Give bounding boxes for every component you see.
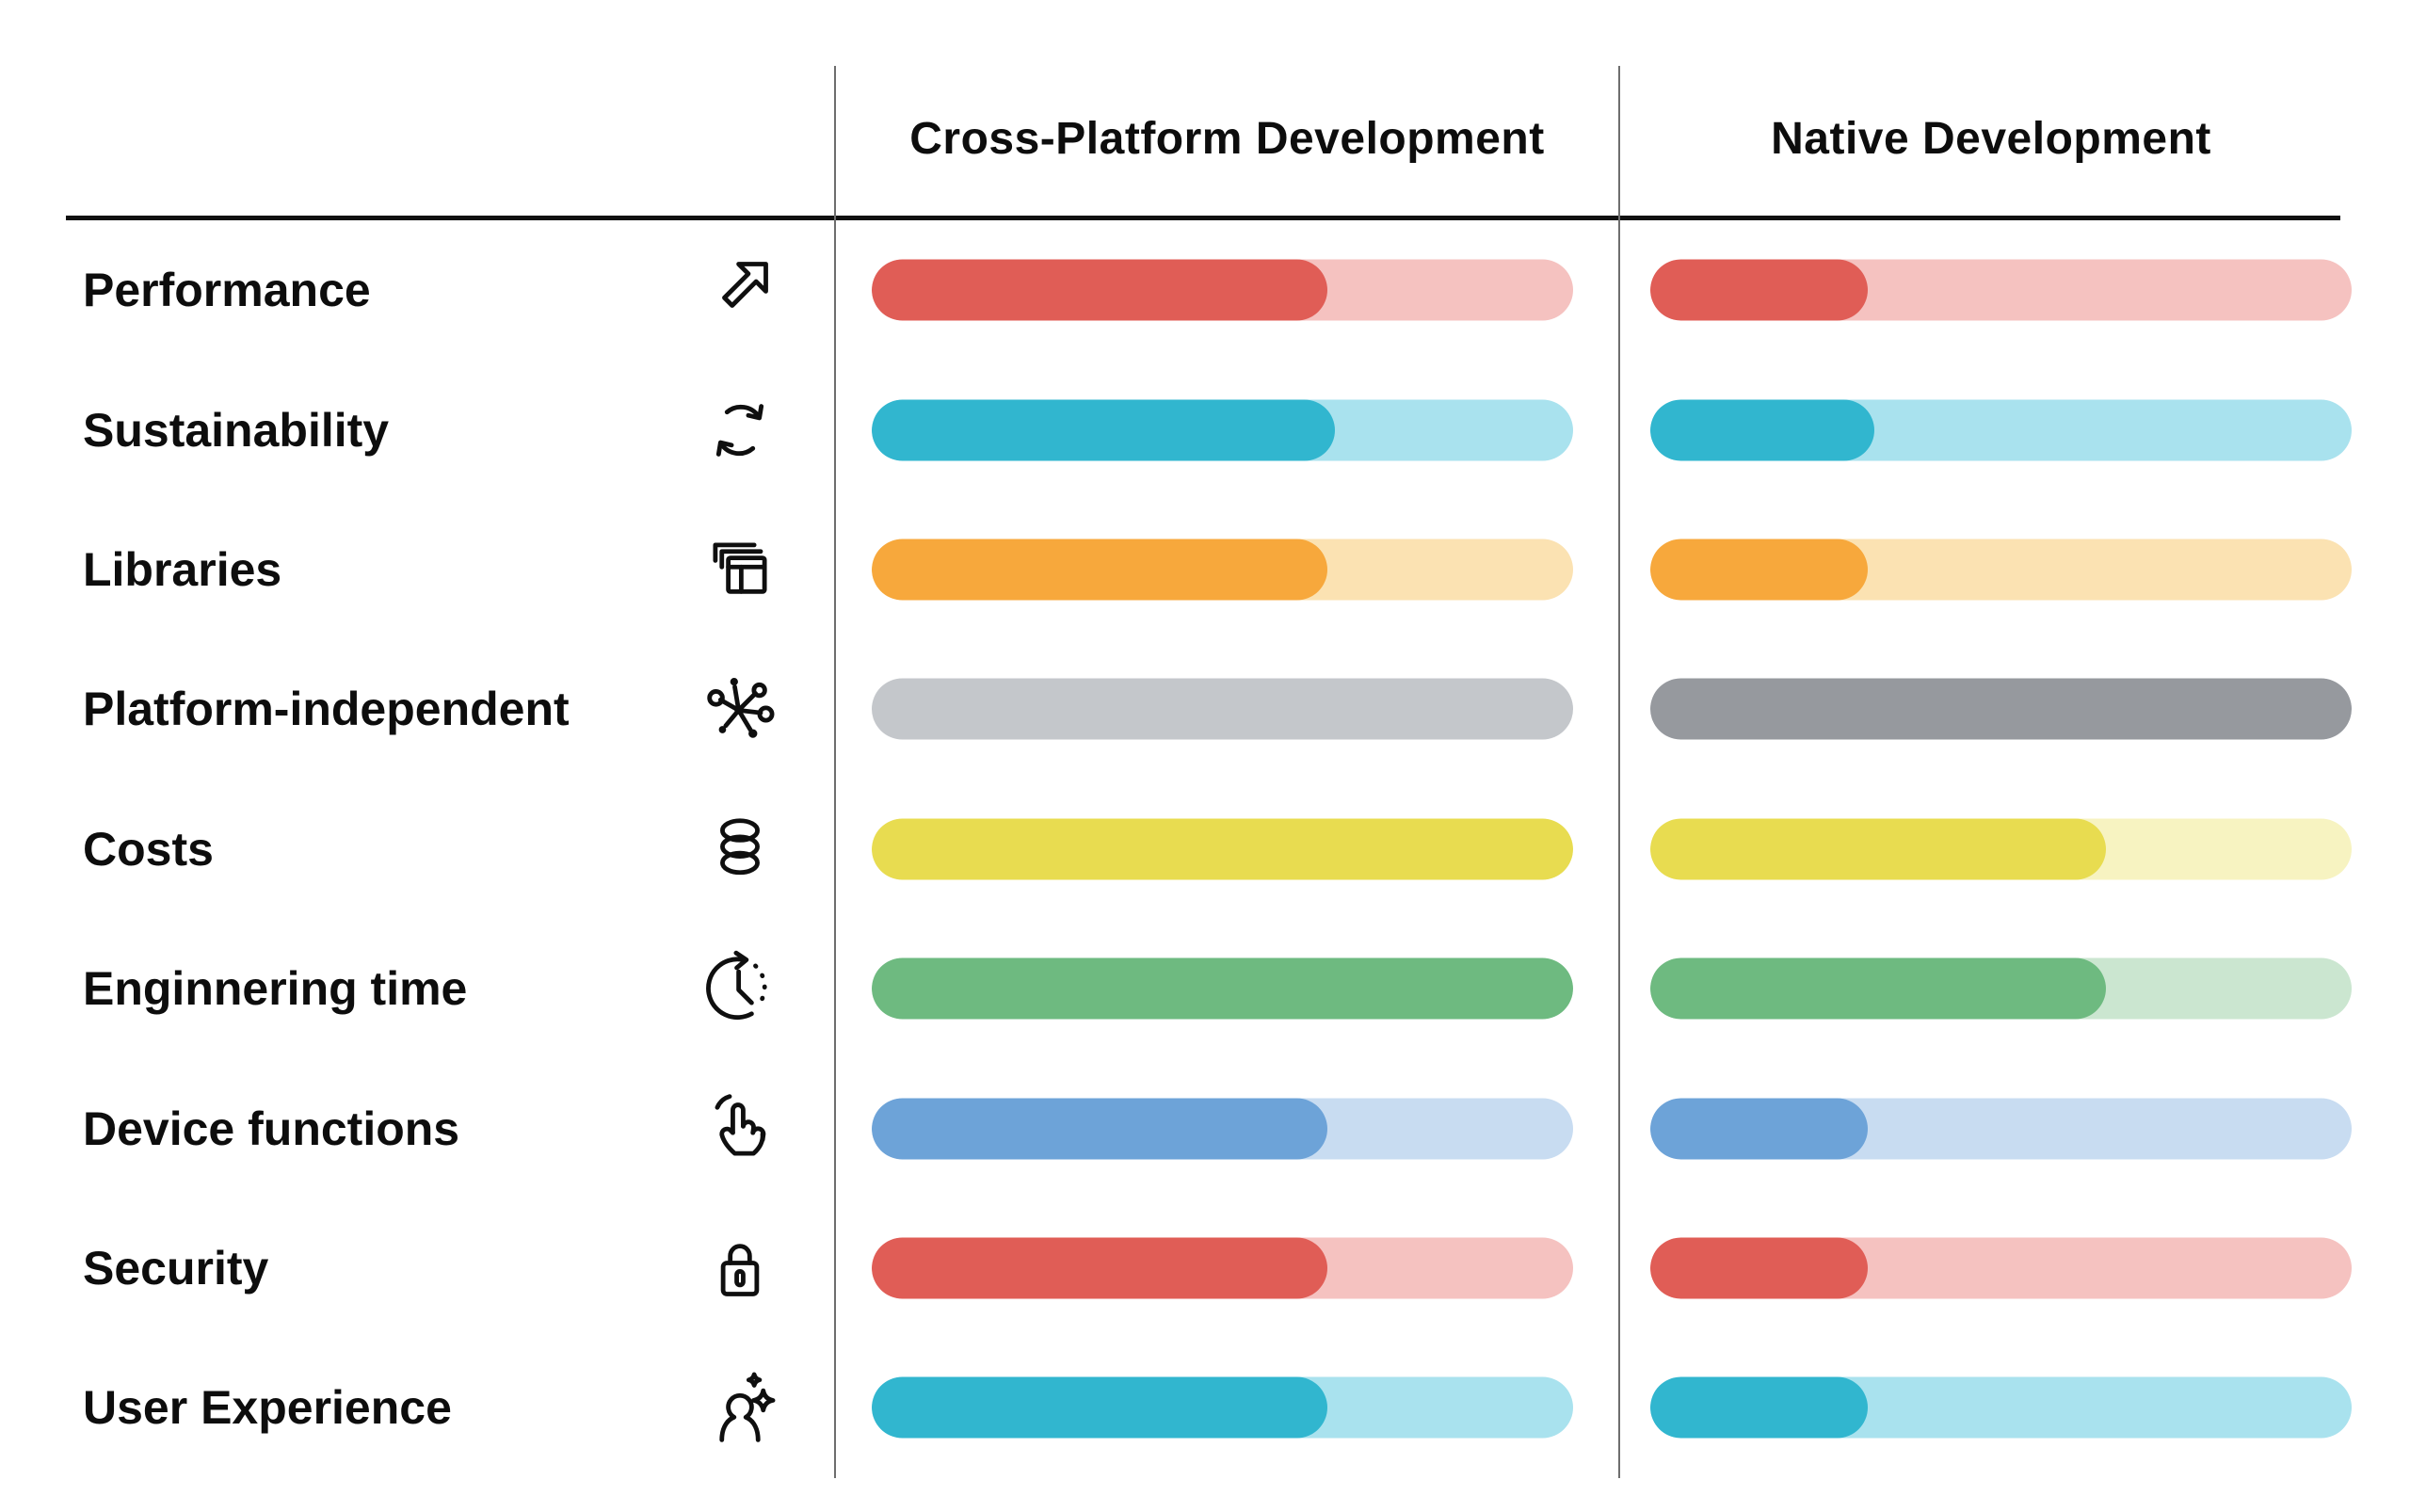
padlock-icon [699,1227,781,1310]
cross-platform-bar [872,1237,1573,1299]
cross-platform-bar [872,259,1573,321]
cross-platform-bar-fill [872,818,1573,880]
coins-icon [699,808,781,891]
column-divider-left [834,66,836,1478]
criterion-label: Performance [83,264,371,317]
criterion-label: Security [83,1241,269,1295]
column-divider-right [1618,66,1620,1478]
criterion-row: Performance [0,220,2410,360]
cross-platform-bar-fill [872,1376,1328,1439]
cross-platform-bar [872,818,1573,880]
cross-platform-bar [872,957,1573,1020]
criterion-row: Device functions [0,1058,2410,1198]
criterion-row: User Experience [0,1338,2410,1477]
cross-platform-bar [872,399,1573,461]
native-bar [1650,1098,2352,1160]
native-bar [1650,1237,2352,1299]
cross-platform-bar-fill [872,1098,1328,1160]
criterion-label: Enginnering time [83,962,468,1016]
native-bar [1650,957,2352,1020]
native-bar-fill [1650,1098,1868,1160]
criterion-row: Sustainability [0,360,2410,499]
person-sparkle-icon [699,1366,781,1449]
sync-arrows-icon [699,389,781,472]
cross-platform-bar-fill [872,1237,1328,1299]
native-bar-fill [1650,678,2352,740]
native-bar [1650,818,2352,880]
column-header-native: Native Development [1771,114,2211,164]
tap-hand-icon [699,1087,781,1170]
comparison-rows: Performance Sustainability Libraries Pla… [0,220,2410,1478]
cross-platform-bar-fill [872,957,1573,1020]
native-bar [1650,539,2352,601]
native-bar-fill [1650,1376,1868,1439]
native-bar-fill [1650,539,1868,601]
cross-platform-bar-fill [872,539,1328,601]
criterion-row: Security [0,1198,2410,1338]
stacked-windows-icon [699,528,781,611]
criterion-label: Platform-independent [83,683,570,736]
criterion-label: Libraries [83,542,282,596]
cross-platform-bar [872,539,1573,601]
header-divider-line [66,216,2340,220]
native-bar-fill [1650,957,2107,1020]
native-bar-fill [1650,399,1875,461]
cross-platform-bar-fill [872,259,1328,321]
cross-platform-bar [872,1098,1573,1160]
native-bar-fill [1650,259,1868,321]
criterion-row: Costs [0,780,2410,919]
criterion-row: Libraries [0,500,2410,639]
criterion-label: User Experience [83,1381,452,1435]
criterion-row: Enginnering time [0,919,2410,1058]
native-bar [1650,1376,2352,1439]
column-header-cross-platform: Cross-Platform Development [909,114,1545,164]
cross-platform-bar-fill [872,399,1335,461]
criterion-label: Costs [83,822,214,876]
criterion-row: Platform-independent [0,639,2410,779]
cross-platform-bar [872,678,1573,740]
criterion-label: Sustainability [83,403,390,457]
criterion-label: Device functions [83,1102,460,1155]
trend-arrow-icon [699,249,781,331]
cross-platform-bar [872,1376,1573,1439]
network-hub-icon [699,668,781,750]
clock-icon [699,947,781,1030]
native-bar [1650,259,2352,321]
native-bar [1650,678,2352,740]
native-bar [1650,399,2352,461]
native-bar-fill [1650,1237,1868,1299]
native-bar-fill [1650,818,2107,880]
